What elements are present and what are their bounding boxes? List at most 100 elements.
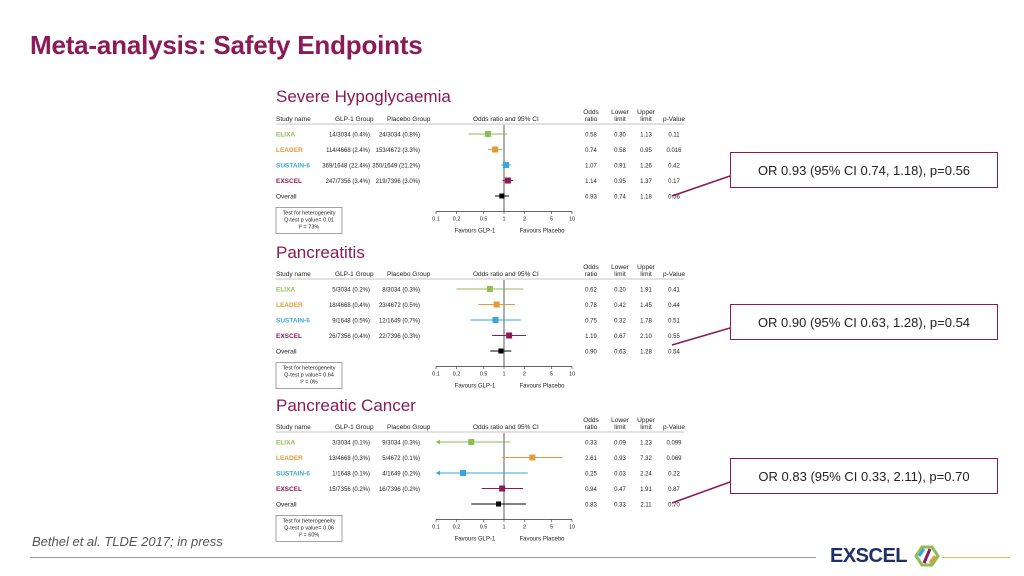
p-value: 0.099 bbox=[666, 441, 682, 447]
heterogeneity-text: Test for heterogeneity bbox=[283, 519, 336, 525]
favours-glp1-label: Favours GLP-1 bbox=[455, 384, 496, 390]
lower-limit-value: 0.09 bbox=[614, 441, 626, 447]
x-tick-label: 2 bbox=[523, 525, 526, 531]
x-tick-label: 10 bbox=[569, 217, 575, 223]
study-name-sustain-6: SUSTAIN-6 bbox=[276, 471, 310, 478]
ci-arrow bbox=[436, 470, 440, 476]
point-estimate bbox=[468, 439, 475, 445]
forest-group: Study name GLP-1 Group Placebo Group Odds r… bbox=[275, 417, 685, 543]
glp1-count: 369/1648 (22.4%) bbox=[322, 164, 370, 170]
forest-group: Study name GLP-1 Group Placebo Group Odds r… bbox=[275, 264, 685, 390]
section-title-pancreatic-cancer: Pancreatic Cancer bbox=[276, 396, 416, 415]
header-or: Odds bbox=[583, 109, 599, 116]
favours-glp1-label: Favours GLP-1 bbox=[455, 229, 496, 235]
upper-limit-value: 1.13 bbox=[640, 133, 652, 139]
x-tick-label: 0.5 bbox=[480, 372, 488, 378]
placebo-count: 350/1649 (21.2%) bbox=[372, 164, 420, 170]
header-upper: limit bbox=[640, 116, 652, 123]
header-glp1: GLP-1 Group bbox=[335, 271, 374, 278]
upper-limit-value: 1.23 bbox=[640, 441, 652, 447]
header-glp1: GLP-1 Group bbox=[335, 424, 374, 431]
lower-limit-value: 0.58 bbox=[614, 148, 626, 154]
placebo-count: 153/4672 (3.3%) bbox=[376, 148, 420, 154]
p-value: 0.22 bbox=[668, 472, 680, 478]
section-title-hypoglycaemia: Severe Hypoglycaemia bbox=[276, 87, 451, 106]
study-name-leader: LEADER bbox=[276, 455, 303, 462]
point-estimate bbox=[460, 470, 467, 476]
header-lower: limit bbox=[614, 424, 626, 431]
or-value: 0.90 bbox=[585, 350, 597, 356]
footer-divider bbox=[30, 557, 816, 558]
glp1-count: 3/3034 (0.1%) bbox=[332, 441, 370, 447]
study-name-overall: Overall bbox=[276, 349, 297, 356]
x-tick-label: 0.2 bbox=[453, 217, 461, 223]
x-tick-label: 5 bbox=[550, 217, 553, 223]
x-tick-label: 0.2 bbox=[453, 372, 461, 378]
point-estimate bbox=[506, 332, 513, 339]
glp1-count: 247/7356 (3.4%) bbox=[326, 179, 370, 185]
or-value: 1.14 bbox=[585, 179, 597, 185]
lower-limit-value: 0.74 bbox=[614, 195, 626, 201]
lower-limit-value: 0.03 bbox=[614, 472, 626, 478]
lower-limit-value: 0.93 bbox=[614, 456, 626, 462]
p-value: 0.11 bbox=[668, 133, 680, 139]
or-value: 0.93 bbox=[585, 195, 597, 201]
header-study: Study name bbox=[276, 271, 311, 278]
upper-limit-value: 0.95 bbox=[640, 148, 652, 154]
or-value: 0.33 bbox=[585, 441, 597, 447]
header-or: ratio bbox=[585, 116, 598, 123]
lower-limit-value: 0.42 bbox=[614, 303, 626, 309]
placebo-count: 9/3034 (0.3%) bbox=[382, 441, 420, 447]
upper-limit-value: 1.26 bbox=[640, 164, 652, 170]
section-title-pancreatitis: Pancreatitis bbox=[276, 243, 365, 262]
header-lower: limit bbox=[614, 116, 626, 123]
header-lower: limit bbox=[614, 271, 626, 278]
glp1-count: 1/1648 (0.1%) bbox=[332, 472, 370, 478]
upper-limit-value: 7.32 bbox=[640, 456, 652, 462]
lower-limit-value: 0.47 bbox=[614, 487, 626, 493]
or-value: 1.19 bbox=[585, 334, 597, 340]
placebo-count: 8/3034 (0.3%) bbox=[382, 288, 420, 294]
lower-limit-value: 0.67 bbox=[614, 334, 626, 340]
or-value: 0.58 bbox=[585, 133, 597, 139]
header-pvalue: p-Value bbox=[663, 271, 685, 278]
header-study: Study name bbox=[276, 116, 311, 123]
upper-limit-value: 1.91 bbox=[640, 288, 652, 294]
glp1-count: 9/1648 (0.5%) bbox=[332, 319, 370, 325]
header-upper: Upper bbox=[637, 109, 656, 116]
lower-limit-value: 0.63 bbox=[614, 350, 626, 356]
p-value: 0.54 bbox=[668, 350, 680, 356]
heterogeneity-box bbox=[275, 515, 343, 542]
placebo-count: 12/1649 (0.7%) bbox=[379, 319, 420, 325]
point-estimate bbox=[499, 485, 506, 492]
placebo-count: 16/7396 (0.2%) bbox=[379, 487, 420, 493]
x-tick-label: 5 bbox=[550, 525, 553, 531]
study-name-exscel: EXSCEL bbox=[276, 178, 302, 185]
point-estimate bbox=[495, 501, 501, 507]
or-value: 2.61 bbox=[585, 456, 597, 462]
p-value: 0.42 bbox=[668, 164, 680, 170]
or-value: 0.75 bbox=[585, 319, 597, 325]
p-value: 0.51 bbox=[668, 319, 680, 325]
glp1-count: 15/7356 (0.2%) bbox=[329, 487, 370, 493]
or-value: 0.25 bbox=[585, 472, 597, 478]
header-lower: Lower bbox=[611, 417, 630, 424]
forest-svg: Study name GLP-1 Group Placebo Group Odds r… bbox=[275, 417, 685, 543]
header-upper: limit bbox=[640, 271, 652, 278]
or-value: 0.74 bbox=[585, 148, 597, 154]
heterogeneity-text: I² = 0% bbox=[300, 380, 318, 386]
heterogeneity-text: Q-test p value= 0.64 bbox=[284, 373, 334, 379]
point-estimate bbox=[486, 286, 493, 292]
glp1-count: 5/3034 (0.2%) bbox=[332, 288, 370, 294]
lower-limit-value: 0.33 bbox=[614, 503, 626, 509]
heterogeneity-box bbox=[275, 207, 343, 234]
header-lower: Lower bbox=[611, 264, 630, 271]
study-name-overall: Overall bbox=[276, 194, 297, 201]
placebo-count: 22/7396 (0.3%) bbox=[379, 334, 420, 340]
upper-limit-value: 2.10 bbox=[640, 334, 652, 340]
forest-group: Study name GLP-1 Group Placebo Group Odds r… bbox=[275, 109, 685, 235]
or-value: 0.78 bbox=[585, 303, 597, 309]
or-value: 0.62 bbox=[585, 288, 597, 294]
study-name-exscel: EXSCEL bbox=[276, 486, 302, 493]
point-estimate bbox=[499, 193, 505, 199]
